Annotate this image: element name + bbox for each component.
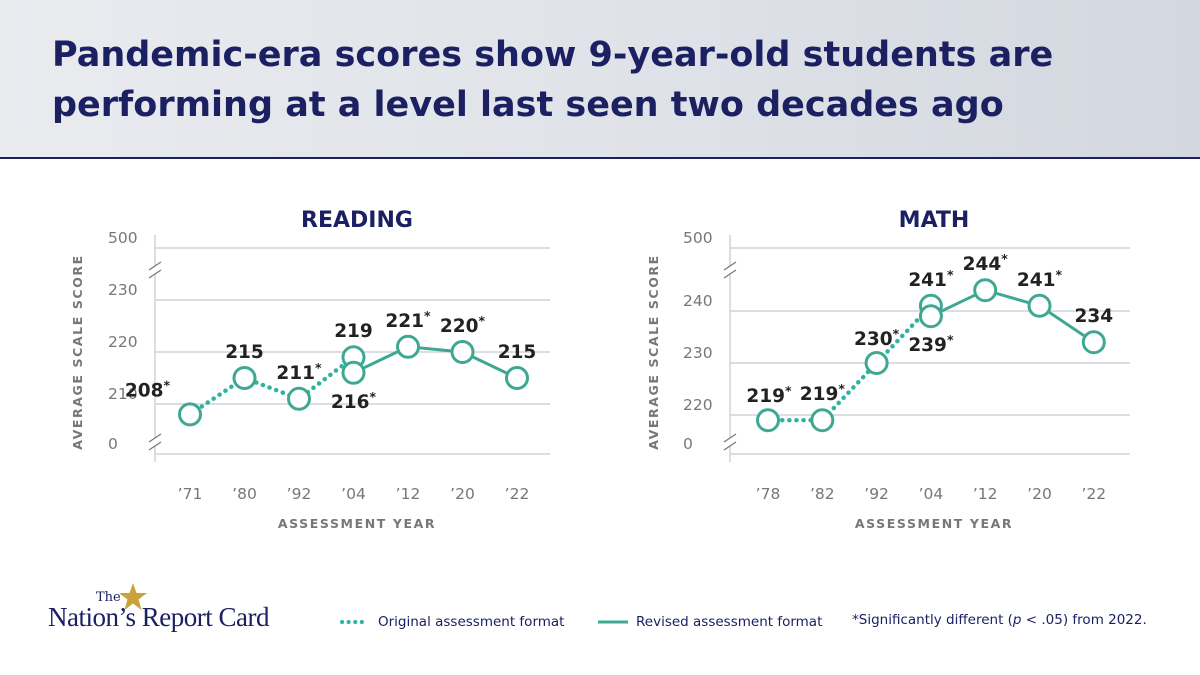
data-point-marker [864,351,889,375]
y-tick-label: 500 [108,229,138,247]
x-tick-label: ’20 [1027,485,1052,503]
axis-break-mark [148,261,162,271]
axis-break-mark [148,433,162,443]
chart-math: MATH 500 240 230 220 0 AVERAGE SCALE SCORE ’78 ’… [646,208,1130,531]
axis-break-mark [723,261,737,271]
axis-break-mark [723,441,737,451]
x-tick-label: ’22 [505,485,530,503]
data-label: 239* [908,332,954,356]
data-point-marker [1081,330,1106,355]
y-tick-label: 230 [683,344,713,362]
x-tick-label: ’04 [919,485,944,503]
chart-title: MATH [899,208,970,233]
axis-break-mark [148,441,162,451]
legend-revised: Revised assessment format [598,612,822,632]
x-tick-label: ’20 [450,485,475,503]
series-line-original [765,303,934,423]
y-tick-label: 220 [108,333,138,351]
data-point-marker [450,340,475,364]
data-point-marker [505,366,529,390]
data-label: 241* [1017,267,1063,291]
data-label: 241* [908,267,954,291]
data-label: 208* [125,377,171,401]
series-line-revised [930,288,1095,344]
data-point-marker [396,334,420,359]
data-label: 219 [334,321,373,342]
data-label: 234 [1074,306,1113,327]
data-point-marker [178,402,202,427]
dotted-line-swatch-icon [340,620,370,624]
page-title-line-2: performing at a level last seen two deca… [52,85,1004,125]
x-tick-label: ’80 [232,485,257,503]
page-title-line-1: Pandemic-era scores show 9-year-old stud… [52,35,1054,75]
data-label: 220* [440,313,486,337]
y-tick-label: 210 [108,385,138,403]
data-point-marker [756,408,780,433]
x-tick-label: ’71 [178,485,203,503]
data-label: 230* [854,326,900,350]
y-tick-label: 0 [683,435,693,453]
data-label: 215 [498,342,537,363]
data-label: 215 [225,342,264,363]
legend-revised-label: Revised assessment format [636,614,823,630]
data-point-marker [810,408,835,433]
y-tick-label: 240 [683,292,713,310]
x-axis-title: ASSESSMENT YEAR [278,516,436,531]
footnote-text-start: *Significantly different ( [852,612,1013,628]
data-label: 219* [800,381,846,405]
x-tick-label: ’12 [973,485,998,503]
data-point-marker [287,386,311,411]
chart-title: READING [301,208,413,233]
x-tick-label: ’92 [864,485,889,503]
y-tick-label: 0 [108,435,118,453]
page-title: Pandemic-era scores show 9-year-old stud… [52,30,1152,130]
y-tick-label: 500 [683,229,713,247]
footnote-text-end: < .05) from 2022. [1021,612,1147,628]
solid-line-swatch-icon [598,620,628,624]
data-point-marker [918,304,943,329]
data-point-marker [1027,293,1052,318]
data-label: 211* [276,360,322,384]
data-point-marker [232,366,257,390]
footnote-p: p [1012,612,1022,628]
chart-reading: READING 500 230 220 210 0 AVERAGE SCALE SCORE ’… [70,208,550,531]
series-line-revised [352,345,518,380]
series-line-original [187,354,356,417]
y-axis-title: AVERAGE SCALE SCORE [70,254,85,450]
x-axis-title: ASSESSMENT YEAR [855,516,1013,531]
x-tick-label: ’04 [341,485,366,503]
data-point-marker [341,360,366,385]
logo-name-text: Nation’s Report Card [48,602,269,632]
legend-original-label: Original assessment format [378,614,565,630]
axis-break-mark [148,269,162,279]
axis-break-mark [723,433,737,443]
logo-the-text: The [96,590,121,605]
star-icon [119,583,147,610]
header-banner: Pandemic-era scores show 9-year-old stud… [0,0,1200,159]
data-label: 219* [746,383,792,407]
x-tick-label: ’78 [756,485,781,503]
x-tick-label: ’82 [810,485,835,503]
data-label: 216* [331,389,377,413]
y-axis-title: AVERAGE SCALE SCORE [646,254,661,450]
significance-footnote: *Significantly different (p < .05) from … [852,612,1147,628]
x-tick-label: ’12 [396,485,421,503]
legend-original: Original assessment format [340,612,564,632]
data-point-marker [973,278,998,303]
y-tick-label: 220 [683,396,713,414]
y-tick-label: 230 [108,281,138,299]
x-tick-label: ’92 [287,485,312,503]
x-tick-label: ’22 [1081,485,1106,503]
data-label: 221* [385,308,431,332]
axis-break-mark [723,269,737,279]
data-label: 244* [963,251,1009,275]
nations-report-card-logo: The Nation’s Report Card [48,583,288,638]
